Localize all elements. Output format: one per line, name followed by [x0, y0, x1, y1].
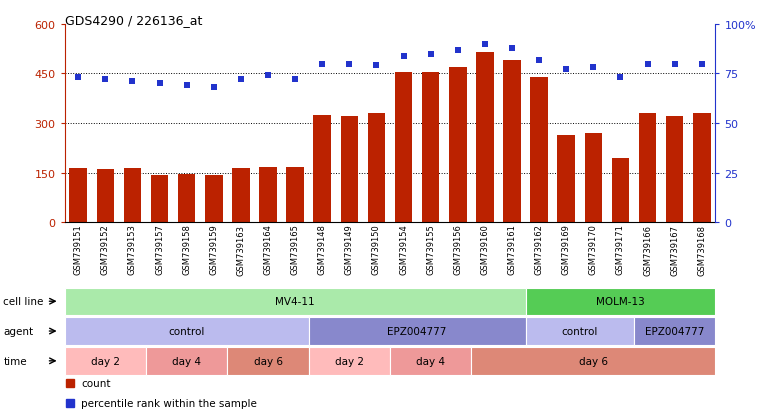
Text: day 4: day 4	[172, 356, 201, 366]
Bar	[422, 73, 440, 223]
Point	[425, 51, 437, 58]
Point	[587, 65, 600, 71]
Text: day 2: day 2	[335, 356, 364, 366]
Bar	[260, 167, 277, 223]
Text: day 4: day 4	[416, 356, 445, 366]
Point	[126, 79, 139, 85]
Text: control: control	[168, 326, 205, 336]
Bar	[205, 176, 223, 223]
Text: control: control	[562, 326, 598, 336]
Bar	[65, 288, 526, 315]
Text: EPZ004777: EPZ004777	[645, 326, 705, 336]
Text: EPZ004777: EPZ004777	[387, 326, 447, 336]
Bar	[314, 116, 331, 223]
Point	[72, 75, 84, 81]
Bar	[309, 318, 526, 345]
Bar	[232, 168, 250, 223]
Bar	[526, 318, 634, 345]
Point	[642, 61, 654, 68]
Point	[208, 85, 220, 91]
Bar	[368, 114, 385, 223]
Text: MV4-11: MV4-11	[275, 297, 315, 306]
Point	[533, 57, 545, 64]
Bar	[693, 114, 711, 223]
Text: percentile rank within the sample: percentile rank within the sample	[81, 398, 256, 408]
Bar	[340, 117, 358, 223]
Text: GDS4290 / 226136_at: GDS4290 / 226136_at	[65, 14, 202, 27]
Point	[669, 61, 681, 68]
Point	[696, 61, 708, 68]
Text: count: count	[81, 379, 110, 389]
Bar	[390, 347, 471, 375]
Bar	[584, 133, 602, 223]
Bar	[634, 318, 715, 345]
Text: MOLM-13: MOLM-13	[596, 297, 645, 306]
Bar	[666, 117, 683, 223]
Bar	[309, 347, 390, 375]
Bar	[123, 168, 142, 223]
Bar	[286, 167, 304, 223]
Bar	[476, 53, 494, 223]
Point	[452, 47, 464, 54]
Bar	[471, 347, 715, 375]
Bar	[526, 288, 715, 315]
Point	[180, 83, 193, 89]
Bar	[557, 135, 575, 223]
Point	[371, 63, 383, 70]
Point	[506, 45, 518, 52]
Point	[262, 73, 274, 80]
Point	[154, 81, 166, 88]
Text: day 6: day 6	[253, 356, 282, 366]
Bar	[530, 78, 548, 223]
Bar	[97, 169, 114, 223]
Bar	[65, 347, 146, 375]
Bar	[151, 176, 168, 223]
Text: cell line: cell line	[3, 297, 43, 306]
Point	[99, 77, 111, 83]
Text: day 2: day 2	[91, 356, 119, 366]
Bar	[228, 347, 309, 375]
Bar	[395, 73, 412, 223]
Text: agent: agent	[3, 326, 33, 336]
Bar	[503, 61, 521, 223]
Point	[343, 61, 355, 68]
Bar	[449, 68, 466, 223]
Point	[316, 61, 328, 68]
Point	[235, 77, 247, 83]
Text: time: time	[3, 356, 27, 366]
Text: day 6: day 6	[579, 356, 608, 366]
Point	[560, 67, 572, 74]
Bar	[146, 347, 228, 375]
Point	[289, 77, 301, 83]
Bar	[65, 318, 309, 345]
Bar	[178, 174, 196, 223]
Bar	[69, 168, 87, 223]
Point	[397, 53, 409, 60]
Point	[614, 75, 626, 81]
Point	[479, 41, 491, 48]
Bar	[638, 114, 657, 223]
Bar	[612, 158, 629, 223]
